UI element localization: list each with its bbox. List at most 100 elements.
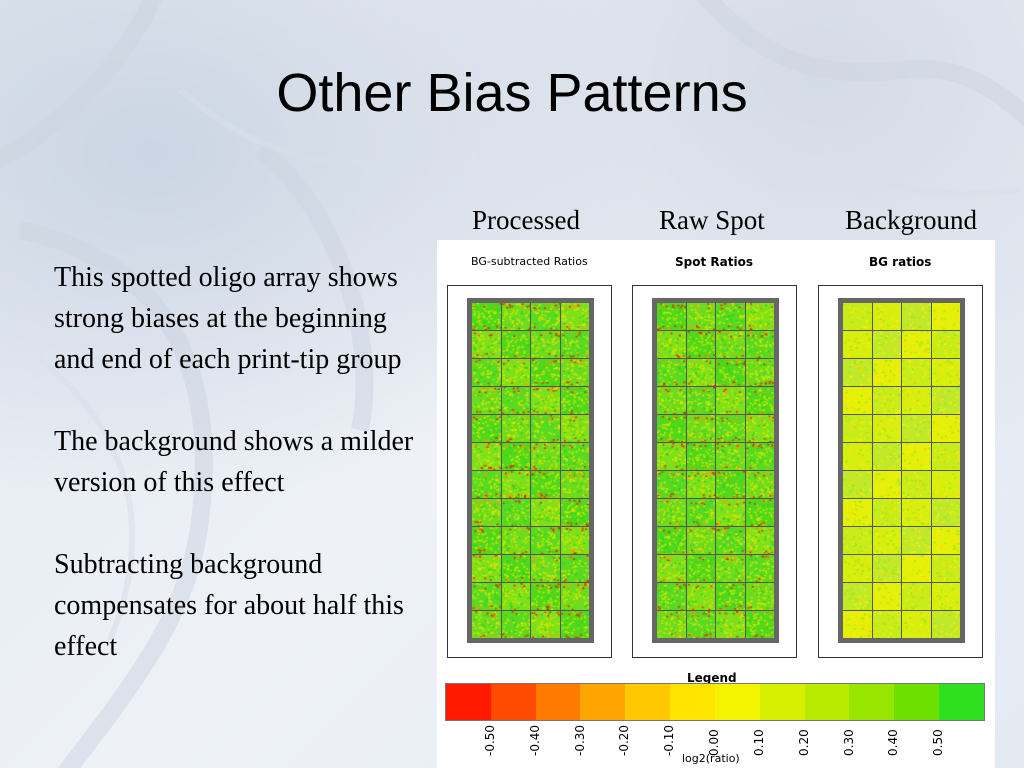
array-grid-raw-spot [657,303,774,638]
array-image-raw-spot [652,298,779,643]
print-tip-block [843,471,872,498]
print-tip-block [501,499,530,526]
print-tip-block [686,499,715,526]
print-tip-block [931,331,960,358]
print-tip-block [560,387,589,414]
print-tip-block [843,387,872,414]
print-tip-block [686,415,715,442]
legend-tick-label: 0.30 [841,729,856,756]
print-tip-block [560,555,589,582]
print-tip-block [686,331,715,358]
print-tip-block [560,499,589,526]
print-tip-block [501,387,530,414]
print-tip-block [472,443,501,470]
print-tip-block [560,527,589,554]
legend-tick-label: 0.40 [886,729,901,756]
print-tip-block [501,527,530,554]
panel-raw-spot [632,285,797,658]
print-tip-block [560,471,589,498]
print-tip-block [501,331,530,358]
legend-swatch [714,684,760,720]
print-tip-block [686,387,715,414]
column-header-processed: Processed [472,205,580,235]
print-tip-block [716,471,745,498]
legend-swatch [849,684,895,720]
panel-label-processed: BG-subtracted Ratios [471,255,588,268]
legend-axis-label: log2(ratio) [682,752,740,765]
print-tip-block [902,499,931,526]
legend-swatch [535,684,581,720]
print-tip-block [902,331,931,358]
legend-color-bar [445,683,985,721]
print-tip-block [560,611,589,638]
print-tip-block [657,359,686,386]
array-image-processed [467,298,594,643]
print-tip-block [872,527,901,554]
print-tip-block [657,415,686,442]
array-grid-processed [472,303,589,638]
print-tip-block [501,443,530,470]
legend-tick-label: 0.50 [931,729,946,756]
print-tip-block [931,611,960,638]
legend-tick-label: -0.40 [527,724,542,756]
print-tip-block [902,555,931,582]
print-tip-block [657,583,686,610]
print-tip-block [931,555,960,582]
print-tip-block [745,583,774,610]
print-tip-block [657,499,686,526]
print-tip-block [902,387,931,414]
print-tip-block [843,359,872,386]
print-tip-block [531,331,560,358]
print-tip-block [745,471,774,498]
print-tip-block [657,471,686,498]
print-tip-block [501,583,530,610]
print-tip-block [472,471,501,498]
legend-tick-label: 0.20 [796,729,811,756]
print-tip-block [931,415,960,442]
print-tip-block [472,303,501,330]
print-tip-block [686,611,715,638]
print-tip-block [843,527,872,554]
legend-swatch [894,684,940,720]
panel-background [818,285,983,658]
print-tip-block [745,331,774,358]
print-tip-block [902,443,931,470]
print-tip-block [843,611,872,638]
print-tip-block [716,443,745,470]
print-tip-block [745,387,774,414]
print-tip-block [686,555,715,582]
print-tip-block [657,527,686,554]
print-tip-block [872,303,901,330]
print-tip-block [501,471,530,498]
print-tip-block [531,583,560,610]
print-tip-block [560,359,589,386]
print-tip-block [745,359,774,386]
print-tip-block [931,303,960,330]
print-tip-block [716,359,745,386]
print-tip-block [531,611,560,638]
print-tip-block [902,611,931,638]
print-tip-block [531,443,560,470]
legend-tick-label: 0.10 [751,729,766,756]
print-tip-block [657,331,686,358]
print-tip-block [531,303,560,330]
print-tip-block [686,359,715,386]
print-tip-block [716,331,745,358]
print-tip-block [472,415,501,442]
print-tip-block [902,471,931,498]
print-tip-block [716,583,745,610]
print-tip-block [902,303,931,330]
print-tip-block [531,387,560,414]
print-tip-block [745,303,774,330]
print-tip-block [716,611,745,638]
print-tip-block [745,527,774,554]
print-tip-block [472,527,501,554]
print-tip-block [716,555,745,582]
legend-tick-label: -0.10 [662,724,677,756]
legend-swatch [759,684,805,720]
print-tip-block [472,555,501,582]
legend-swatch [939,684,984,720]
print-tip-block [843,331,872,358]
print-tip-block [902,415,931,442]
print-tip-block [560,303,589,330]
